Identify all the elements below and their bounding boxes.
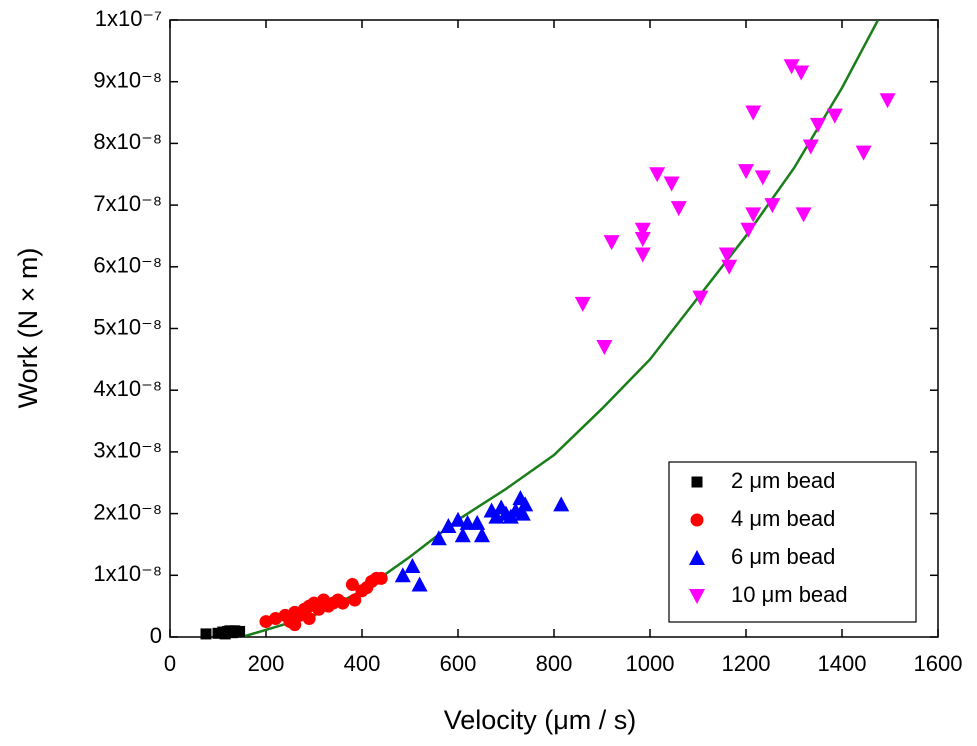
legend-label: 6 μm bead — [731, 544, 835, 569]
x-tick-label: 1600 — [914, 651, 963, 676]
data-point — [740, 222, 757, 238]
data-point — [692, 290, 709, 306]
legend-marker — [690, 513, 704, 527]
data-point — [764, 198, 781, 214]
data-point — [718, 247, 735, 263]
legend-box — [668, 461, 917, 623]
data-point — [738, 164, 754, 180]
data-point — [302, 611, 316, 625]
data-point — [517, 496, 534, 512]
x-tick-label: 1000 — [626, 651, 675, 676]
x-tick-label: 1400 — [818, 651, 867, 676]
x-tick-label: 400 — [344, 651, 381, 676]
legend-marker — [689, 550, 705, 565]
data-point — [411, 576, 428, 592]
y-tick-label: 4x10⁻⁸ — [93, 376, 162, 401]
data-point — [374, 571, 388, 585]
data-point — [345, 578, 359, 592]
data-point — [553, 496, 570, 512]
data-point — [603, 235, 620, 251]
data-point — [802, 139, 819, 155]
y-tick-label: 7x10⁻⁸ — [93, 191, 162, 216]
y-tick-label: 3x10⁻⁸ — [93, 438, 162, 463]
data-point — [649, 167, 666, 183]
plot-frame — [169, 19, 939, 638]
data-point — [394, 567, 411, 583]
legend-marker — [689, 589, 705, 604]
data-point — [745, 207, 762, 223]
y-tick-label: 0 — [150, 623, 162, 648]
y-tick-label: 8x10⁻⁸ — [93, 129, 162, 154]
x-axis-title: Velocity (μm / s) — [444, 705, 637, 735]
data-point — [336, 596, 350, 610]
y-tick-label: 6x10⁻⁸ — [93, 253, 162, 278]
y-tick-label: 5x10⁻⁸ — [93, 314, 162, 339]
data-point — [721, 259, 738, 275]
data-point — [574, 296, 591, 312]
data-point — [793, 65, 810, 81]
data-point — [404, 558, 421, 574]
data-point — [783, 59, 800, 75]
data-point — [810, 117, 826, 133]
data-point — [348, 593, 362, 607]
x-tick-label: 800 — [536, 651, 573, 676]
data-point — [634, 232, 651, 248]
data-point — [855, 145, 872, 161]
data-point — [754, 170, 771, 186]
y-tick-label: 1x10⁻⁸ — [93, 561, 162, 586]
x-tick-label: 0 — [164, 651, 176, 676]
legend-label: 2 μm bead — [731, 468, 835, 493]
data-point — [454, 527, 471, 543]
data-point — [469, 514, 486, 530]
data-point — [514, 505, 531, 521]
data-point — [430, 530, 447, 546]
legend-label: 4 μm bead — [731, 506, 835, 531]
data-point — [234, 625, 246, 637]
data-point — [663, 176, 680, 192]
x-tick-label: 600 — [440, 651, 477, 676]
data-point — [440, 517, 457, 533]
data-point — [634, 222, 651, 238]
data-point — [826, 108, 843, 124]
data-point — [474, 527, 490, 543]
data-point — [596, 340, 613, 356]
legend-label: 10 μm bead — [731, 582, 848, 607]
data-point — [879, 93, 896, 109]
data-point — [634, 247, 651, 263]
data-point — [450, 511, 466, 527]
y-tick-label: 9x10⁻⁸ — [93, 68, 162, 93]
y-tick-label: 2x10⁻⁸ — [93, 499, 162, 524]
data-point — [795, 207, 812, 223]
x-tick-label: 1200 — [722, 651, 771, 676]
y-axis-title: Work (N × m) — [13, 248, 43, 409]
x-tick-label: 200 — [248, 651, 285, 676]
data-point — [670, 201, 687, 217]
data-point — [200, 628, 212, 640]
data-point — [745, 105, 762, 121]
legend-marker — [691, 476, 703, 488]
y-tick-label: 1x10⁻⁷ — [95, 6, 162, 31]
